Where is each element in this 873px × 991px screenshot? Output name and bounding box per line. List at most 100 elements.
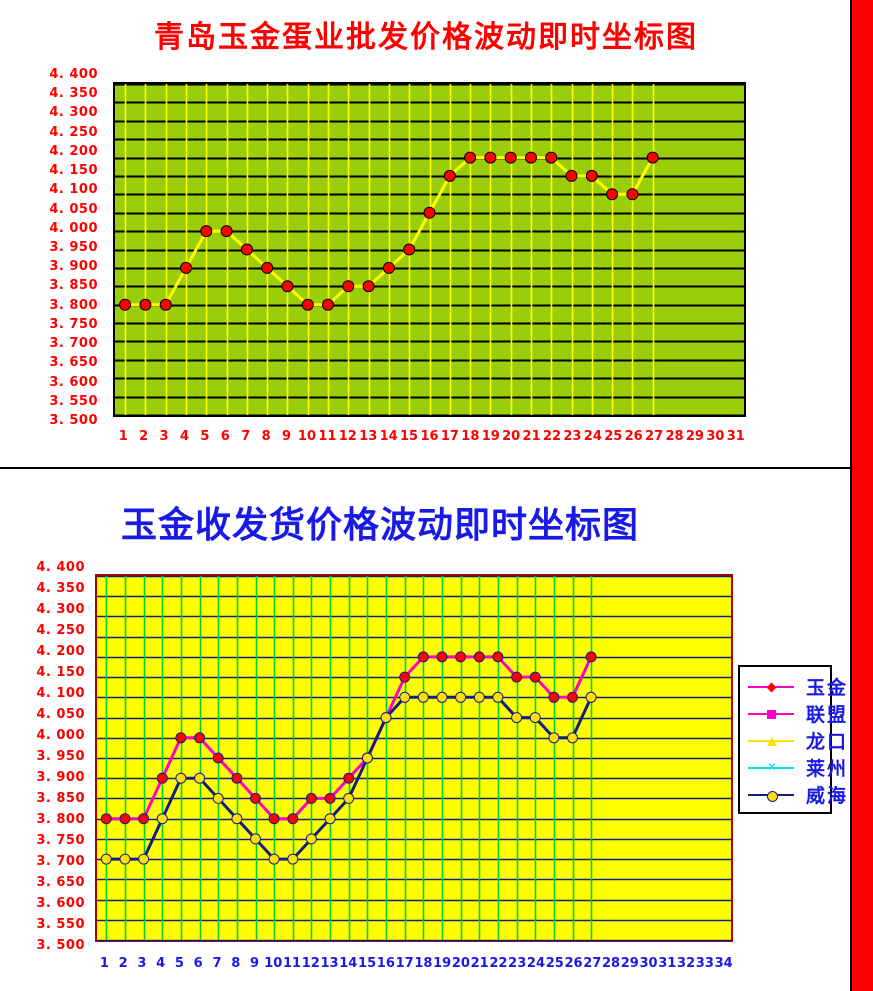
x-axis-tick-label: 24 — [526, 956, 546, 971]
y-axis-tick-label: 4. 100 — [36, 686, 85, 701]
legend-swatch-square-icon — [748, 706, 794, 722]
x-axis-tick-label: 33 — [695, 956, 714, 971]
x-axis-tick-label: 17 — [440, 429, 459, 444]
x-axis-tick-label: 25 — [545, 956, 564, 971]
x-axis-tick-label: 10 — [264, 956, 283, 971]
legend-item[interactable]: 联盟 — [748, 700, 846, 727]
legend-swatch-triangle-icon — [748, 733, 794, 749]
x-axis-tick-label: 8 — [231, 956, 241, 971]
y-axis-tick-label: 3. 500 — [36, 938, 85, 953]
bottom-chart-title: 玉金收发货价格波动即时坐标图 — [120, 505, 639, 546]
y-axis-tick-label: 3. 950 — [49, 240, 98, 255]
y-axis-tick-label: 4. 300 — [49, 105, 98, 121]
x-axis-tick-label: 30 — [639, 956, 658, 971]
legend-item[interactable]: 龙口 — [748, 727, 846, 754]
legend-swatch-circle-icon — [748, 787, 794, 803]
x-axis-tick-label: 34 — [714, 956, 733, 971]
x-axis-tick-label: 23 — [508, 956, 527, 971]
legend-swatch-diamond-icon — [748, 679, 794, 695]
x-axis-tick-label: 18 — [414, 956, 433, 971]
x-axis-tick-label: 23 — [563, 429, 582, 444]
x-axis-tick-label: 11 — [282, 956, 302, 971]
y-axis-tick-label: 4. 050 — [36, 707, 85, 722]
x-axis-tick-label: 25 — [604, 429, 623, 444]
top-chart: 4. 400 4. 350 4. 300 4. 250 4. 200 4. 150 4. 1… — [0, 0, 852, 467]
x-axis-tick-label: 5 — [174, 956, 184, 971]
y-axis-tick-label: 3. 600 — [49, 374, 98, 390]
x-axis-tick-label: 28 — [601, 956, 621, 971]
top-chart-title: 青岛玉金蛋业批发价格波动即时坐标图 — [154, 20, 698, 55]
x-axis-tick-label: 21 — [470, 956, 489, 971]
legend-item[interactable]: 威海 — [748, 781, 846, 808]
bottom-chart-plot-area — [95, 574, 733, 942]
legend-item[interactable]: 玉金 — [748, 673, 846, 700]
y-axis-tick-label: 3. 800 — [49, 297, 98, 313]
panel-divider — [0, 467, 852, 469]
x-axis-tick-label: 13 — [320, 956, 339, 971]
y-axis-tick-label: 4. 350 — [49, 86, 98, 102]
bottom-chart-y-axis-labels: 4. 400 4. 350 4. 300 4. 250 4. 200 4. 150 4. 1… — [10, 561, 85, 952]
x-axis-tick-label: 10 — [297, 429, 317, 444]
x-axis-tick-label: 31 — [658, 956, 677, 971]
y-axis-tick-label: 4. 400 — [49, 67, 98, 82]
x-axis-tick-label: 15 — [358, 956, 377, 971]
x-axis-tick-label: 3 — [137, 956, 147, 971]
y-axis-tick-label: 3. 750 — [36, 833, 85, 848]
y-axis-tick-label: 3. 550 — [36, 917, 85, 932]
x-axis-tick-label: 1 — [99, 956, 109, 971]
x-axis-tick-label: 14 — [379, 429, 398, 444]
x-axis-tick-label: 3 — [159, 429, 169, 444]
y-axis-tick-label: 4. 350 — [36, 581, 85, 596]
x-axis-tick-label: 20 — [502, 429, 521, 444]
x-axis-tick-label: 18 — [461, 429, 480, 444]
red-band-divider — [850, 0, 852, 991]
x-axis-tick-label: 21 — [522, 429, 541, 444]
x-axis-tick-label: 16 — [420, 429, 439, 444]
x-axis-tick-label: 2 — [139, 429, 149, 444]
x-axis-tick-label: 27 — [583, 956, 602, 971]
chart-legend: 玉金联盟龙口 ✕ 莱州 威海 — [738, 665, 846, 814]
top-chart-x-axis-labels: 1 2 3 4 5 6 7 8 9 10 11 12 13 14 15 16 17 18 19 20 21 22 23 24 2… — [113, 428, 746, 448]
legend-swatch-cross-icon: ✕ — [748, 760, 794, 776]
x-axis-tick-label: 4 — [156, 956, 166, 971]
x-axis-tick-label: 6 — [193, 956, 203, 971]
y-axis-tick-label: 3. 650 — [49, 355, 98, 371]
y-axis-tick-label: 4. 250 — [36, 623, 85, 638]
x-axis-tick-label: 19 — [433, 956, 452, 971]
x-axis-tick-label: 31 — [726, 429, 745, 444]
x-axis-tick-label: 26 — [564, 956, 583, 971]
x-axis-tick-label: 14 — [339, 956, 358, 971]
x-axis-tick-label: 7 — [241, 429, 251, 444]
y-axis-tick-label: 3. 800 — [36, 812, 85, 827]
y-axis-tick-label: 4. 100 — [49, 182, 98, 198]
y-axis-tick-label: 4. 150 — [49, 163, 98, 179]
bottom-chart-x-axis-labels: 1 2 3 4 5 6 7 8 9 10 11 12 13 14 15 16 17 18 19 20 21 22 23 24 2… — [95, 955, 733, 975]
x-axis-tick-label: 12 — [301, 956, 320, 971]
x-axis-tick-label: 27 — [645, 429, 664, 444]
x-axis-tick-label: 20 — [451, 956, 470, 971]
legend-label: 龙口 — [806, 731, 849, 753]
bottom-chart-canvas — [97, 575, 731, 942]
legend-label: 联盟 — [806, 704, 849, 726]
x-axis-tick-label: 5 — [200, 429, 210, 444]
x-axis-tick-label: 9 — [282, 429, 292, 444]
x-axis-tick-label: 6 — [220, 429, 230, 444]
y-axis-tick-label: 4. 150 — [36, 665, 85, 680]
y-axis-tick-label: 4. 300 — [36, 602, 85, 617]
y-axis-tick-label: 3. 650 — [36, 875, 85, 890]
y-axis-tick-label: 3. 700 — [49, 336, 98, 352]
x-axis-tick-label: 24 — [583, 429, 602, 444]
top-chart-canvas — [115, 83, 744, 417]
y-axis-tick-label: 3. 600 — [36, 896, 85, 911]
y-axis-tick-label: 4. 000 — [36, 728, 85, 743]
x-axis-tick-label: 30 — [706, 429, 725, 444]
y-axis-tick-label: 4. 050 — [49, 201, 98, 217]
legend-item[interactable]: ✕ 莱州 — [748, 754, 846, 781]
x-axis-tick-label: 17 — [395, 956, 414, 971]
legend-label: 玉金 — [806, 677, 849, 699]
y-axis-tick-label: 4. 200 — [49, 143, 98, 159]
x-axis-tick-label: 2 — [118, 956, 128, 971]
x-axis-tick-label: 9 — [249, 956, 259, 971]
y-axis-tick-label: 3. 950 — [36, 749, 85, 764]
